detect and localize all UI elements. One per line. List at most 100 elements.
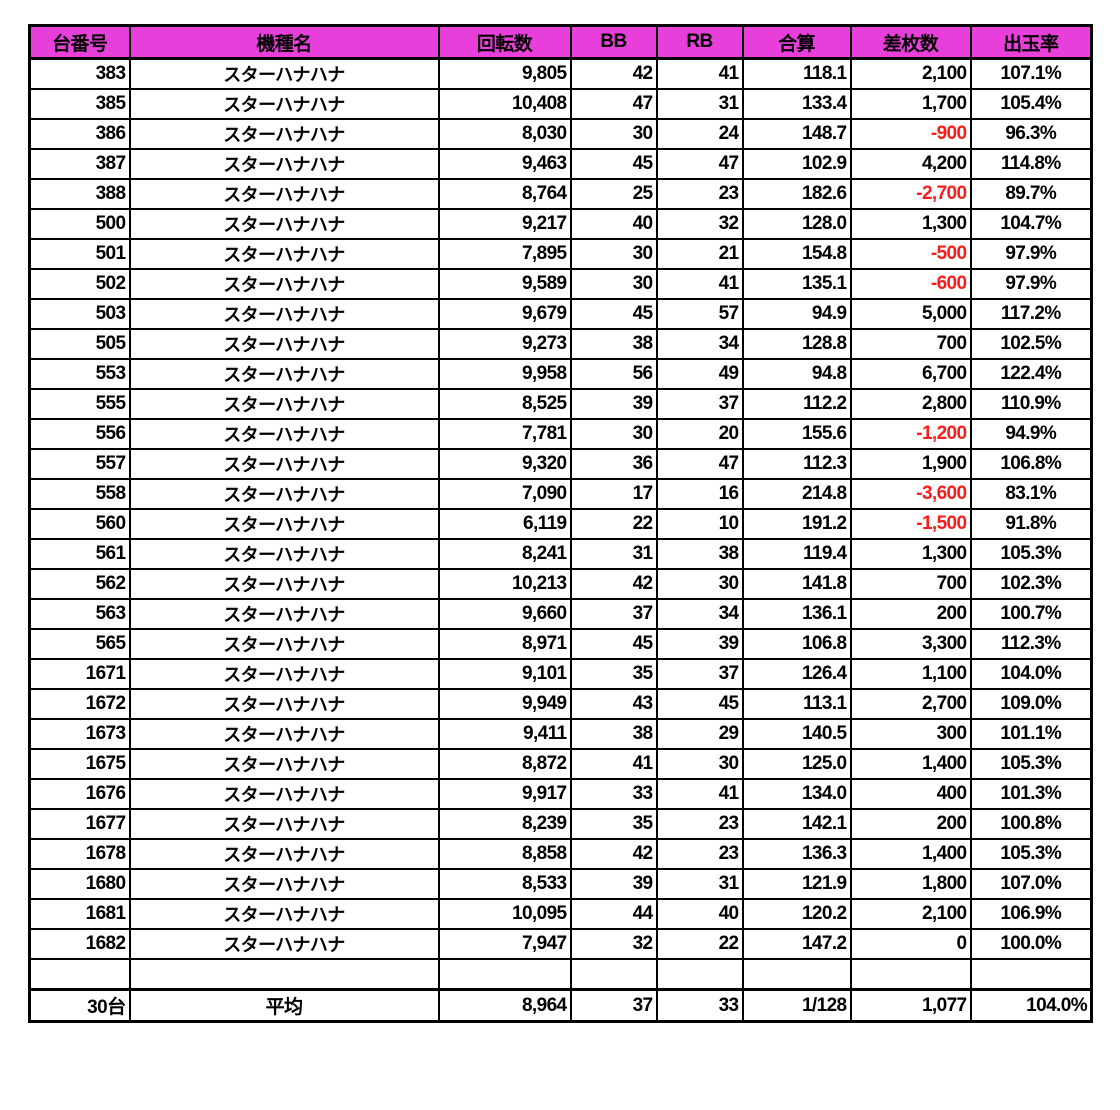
cell-model-name: スターハナハナ [128, 778, 440, 810]
cell-bb: 44 [569, 898, 658, 930]
cell-rb: 24 [655, 118, 744, 150]
cell-combined: 119.4 [741, 538, 852, 570]
cell-model-name: スターハナハナ [128, 898, 440, 930]
cell-spins: 9,679 [437, 298, 572, 330]
cell-spins: 8,525 [437, 388, 572, 420]
cell-bb: 22 [569, 508, 658, 540]
cell-bb: 40 [569, 208, 658, 240]
cell-machine-number: 387 [28, 148, 131, 180]
header-row: 台番号 機種名 回転数 BB RB 合算 差枚数 出玉率 [28, 24, 1093, 60]
table-row: 1671 スターハナハナ 9,101 35 37 126.4 1,100 104.0% [28, 658, 1093, 690]
cell-payout-rate: 107.1% [969, 57, 1093, 90]
cell-payout-rate: 100.7% [969, 598, 1093, 630]
cell-rb: 37 [655, 388, 744, 420]
cell-difference: -900 [849, 118, 972, 150]
cell-combined: 106.8 [741, 628, 852, 660]
cell-spins: 8,858 [437, 838, 572, 870]
cell-combined: 112.3 [741, 448, 852, 480]
cell-model-name: スターハナハナ [128, 88, 440, 120]
cell-machine-number: 502 [28, 268, 131, 300]
summary-combined: 1/128 [741, 988, 852, 1023]
cell-spins: 9,958 [437, 358, 572, 390]
blank-cell [969, 958, 1093, 991]
blank-cell [569, 958, 658, 991]
cell-rb: 22 [655, 928, 744, 960]
cell-bb: 30 [569, 268, 658, 300]
cell-combined: 182.6 [741, 178, 852, 210]
cell-rb: 39 [655, 628, 744, 660]
cell-machine-number: 562 [28, 568, 131, 600]
cell-combined: 136.1 [741, 598, 852, 630]
cell-combined: 142.1 [741, 808, 852, 840]
cell-payout-rate: 96.3% [969, 118, 1093, 150]
cell-model-name: スターハナハナ [128, 238, 440, 270]
cell-payout-rate: 105.3% [969, 838, 1093, 870]
blank-cell [28, 958, 131, 991]
cell-rb: 31 [655, 868, 744, 900]
cell-machine-number: 503 [28, 298, 131, 330]
machine-data-table: 台番号 機種名 回転数 BB RB 合算 差枚数 出玉率 383 スターハナハナ 9… [28, 24, 1093, 1023]
cell-combined: 141.8 [741, 568, 852, 600]
cell-bb: 30 [569, 418, 658, 450]
cell-model-name: スターハナハナ [128, 328, 440, 360]
cell-spins: 9,101 [437, 658, 572, 690]
cell-bb: 35 [569, 658, 658, 690]
cell-payout-rate: 107.0% [969, 868, 1093, 900]
cell-model-name: スターハナハナ [128, 688, 440, 720]
cell-machine-number: 563 [28, 598, 131, 630]
cell-bb: 38 [569, 718, 658, 750]
cell-model-name: スターハナハナ [128, 718, 440, 750]
cell-machine-number: 1677 [28, 808, 131, 840]
cell-model-name: スターハナハナ [128, 388, 440, 420]
cell-difference: 4,200 [849, 148, 972, 180]
blank-cell [437, 958, 572, 991]
cell-machine-number: 1672 [28, 688, 131, 720]
cell-difference: 200 [849, 808, 972, 840]
cell-payout-rate: 104.0% [969, 658, 1093, 690]
cell-model-name: スターハナハナ [128, 928, 440, 960]
cell-combined: 102.9 [741, 148, 852, 180]
cell-spins: 9,917 [437, 778, 572, 810]
cell-combined: 136.3 [741, 838, 852, 870]
cell-model-name: スターハナハナ [128, 838, 440, 870]
summary-rb: 33 [655, 988, 744, 1023]
cell-model-name: スターハナハナ [128, 658, 440, 690]
cell-model-name: スターハナハナ [128, 478, 440, 510]
cell-combined: 113.1 [741, 688, 852, 720]
cell-combined: 125.0 [741, 748, 852, 780]
table-row: 1676 スターハナハナ 9,917 33 41 134.0 400 101.3% [28, 778, 1093, 810]
summary-model-name: 平均 [128, 988, 440, 1023]
cell-combined: 214.8 [741, 478, 852, 510]
cell-difference: 1,700 [849, 88, 972, 120]
cell-payout-rate: 91.8% [969, 508, 1093, 540]
cell-rb: 23 [655, 808, 744, 840]
table-row: 563 スターハナハナ 9,660 37 34 136.1 200 100.7% [28, 598, 1093, 630]
header-combined: 合算 [741, 24, 852, 60]
table-row: 558 スターハナハナ 7,090 17 16 214.8 -3,600 83.1% [28, 478, 1093, 510]
header-difference: 差枚数 [849, 24, 972, 60]
cell-machine-number: 500 [28, 208, 131, 240]
cell-spins: 7,947 [437, 928, 572, 960]
cell-payout-rate: 102.5% [969, 328, 1093, 360]
blank-cell [655, 958, 744, 991]
table-row: 1680 スターハナハナ 8,533 39 31 121.9 1,800 107.0% [28, 868, 1093, 900]
cell-difference: 700 [849, 568, 972, 600]
cell-payout-rate: 109.0% [969, 688, 1093, 720]
cell-bb: 37 [569, 598, 658, 630]
cell-spins: 10,095 [437, 898, 572, 930]
cell-spins: 7,090 [437, 478, 572, 510]
cell-rb: 41 [655, 778, 744, 810]
cell-difference: -2,700 [849, 178, 972, 210]
cell-difference: 1,400 [849, 838, 972, 870]
cell-payout-rate: 104.7% [969, 208, 1093, 240]
cell-bb: 36 [569, 448, 658, 480]
cell-machine-number: 1675 [28, 748, 131, 780]
cell-bb: 42 [569, 57, 658, 90]
cell-difference: 2,800 [849, 388, 972, 420]
blank-cell [849, 958, 972, 991]
cell-spins: 9,217 [437, 208, 572, 240]
table-row: 565 スターハナハナ 8,971 45 39 106.8 3,300 112.3% [28, 628, 1093, 660]
cell-payout-rate: 105.3% [969, 748, 1093, 780]
summary-machine-number: 30台 [28, 988, 131, 1023]
cell-spins: 9,320 [437, 448, 572, 480]
